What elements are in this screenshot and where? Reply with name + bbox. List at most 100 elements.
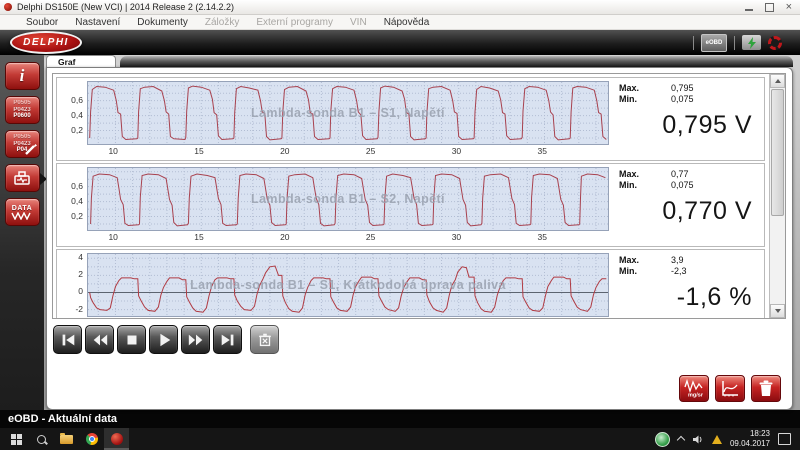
- y-axis: -2 0 2 4: [59, 252, 87, 317]
- skip-end-icon: [221, 334, 233, 345]
- y-tick-label: 4: [78, 252, 83, 263]
- status-text: eOBD - Aktuální data: [8, 413, 117, 425]
- tab-graf[interactable]: Graf: [46, 55, 116, 67]
- title-bar: Delphi DS150E (New VCI) | 2014 Release 2…: [0, 0, 800, 15]
- action-center-icon[interactable]: [778, 433, 791, 445]
- info-icon: i: [19, 66, 25, 85]
- chart-info: Max. 3,9 Min. -2,3 -1,6 %: [609, 253, 764, 318]
- taskbar-search-button[interactable]: [29, 428, 54, 450]
- pencil-icon: [24, 144, 37, 155]
- vertical-scrollbar[interactable]: [769, 74, 785, 318]
- chart-plot: Lambda-sonda B1 – S1, Napětí: [87, 81, 609, 145]
- close-icon[interactable]: ×: [785, 0, 792, 13]
- menu-nastaveni[interactable]: Nastavení: [75, 16, 121, 28]
- current-value: 0,770 V: [662, 196, 752, 225]
- menu-vin: VIN: [350, 16, 367, 28]
- x-axis: 10 15 20 25 30 35: [87, 231, 607, 244]
- graph-icon: [722, 381, 738, 397]
- vci-status-icon[interactable]: [768, 35, 782, 50]
- scroll-up-icon[interactable]: [770, 74, 785, 88]
- signals-icon: mg/sr: [684, 379, 704, 398]
- chrome-button[interactable]: [79, 428, 104, 450]
- play-icon: [159, 333, 170, 346]
- file-explorer-button[interactable]: [54, 428, 79, 450]
- brand-header: DELPHI eOBD: [0, 30, 800, 55]
- action-buttons: mg/sr: [679, 375, 781, 402]
- start-button[interactable]: [4, 428, 29, 450]
- menu-dokumenty[interactable]: Dokumenty: [137, 16, 188, 28]
- live-data-icon: DATA: [11, 205, 33, 220]
- chart-plot: Lambda-sonda B1 – S1, Krátkodobá úprava …: [87, 253, 609, 317]
- graph-view-button[interactable]: [715, 375, 745, 402]
- chart-info: Max. 0,795 Min. 0,075 0,795 V: [609, 81, 764, 160]
- waveform: [90, 173, 606, 227]
- x-tick-label: 10: [108, 318, 117, 319]
- status-bar: eOBD - Aktuální data: [0, 410, 800, 428]
- chrome-icon: [85, 433, 98, 445]
- play-button[interactable]: [149, 325, 178, 354]
- eobd-protocol-icon[interactable]: eOBD: [701, 33, 727, 52]
- y-tick-label: 0,2: [71, 124, 83, 135]
- chart-panel-s2-voltage: 0,2 0,4 0,6 Lambda-sonda B1 – S2, Napětí 1…: [56, 163, 765, 247]
- notification-warning-icon[interactable]: [711, 434, 722, 444]
- app-icon: [4, 3, 12, 11]
- y-axis: 0,2 0,4 0,6: [59, 167, 87, 231]
- delete-button[interactable]: [751, 375, 781, 402]
- rewind-button[interactable]: [85, 325, 114, 354]
- folder-icon: [60, 432, 73, 444]
- x-tick-label: 10: [108, 146, 118, 156]
- main-area: i P0505 P0423 P0600 P0505 P0423 P04: [0, 55, 800, 410]
- live-data-button[interactable]: DATA: [4, 198, 40, 226]
- rewind-icon: [93, 334, 107, 345]
- info-button[interactable]: i: [4, 62, 40, 90]
- delphi-app-button[interactable]: [104, 428, 129, 450]
- clock-time: 18:23: [749, 429, 770, 438]
- scrollbar-thumb[interactable]: [771, 89, 784, 217]
- taskbar-clock[interactable]: 18:23 09.04.2017: [730, 429, 770, 449]
- read-dtc-icon: P0505 P0423 P0600: [13, 100, 31, 120]
- erase-dtc-icon: P0505 P0423 P04: [13, 134, 31, 154]
- min-value: 0,075: [671, 180, 694, 191]
- menu-soubor[interactable]: Soubor: [26, 16, 59, 28]
- skip-start-button[interactable]: [53, 325, 82, 354]
- vci-tray-icon[interactable]: [654, 431, 670, 447]
- x-tick-label: 30: [451, 146, 462, 156]
- speaker-icon[interactable]: [692, 434, 704, 445]
- x-tick-label: 25: [365, 232, 376, 242]
- current-value: -1,6 %: [676, 282, 752, 311]
- erase-dtc-button[interactable]: P0505 P0423 P04: [4, 130, 40, 158]
- y-tick-label: 2: [78, 269, 83, 280]
- waveform: [89, 85, 607, 141]
- chart-watermark: Lambda-sonda B1 – S1, Napětí: [251, 106, 445, 120]
- x-axis: 10 15 20 25 30 35: [87, 317, 607, 319]
- live-data-list-button[interactable]: mg/sr: [679, 375, 709, 402]
- menu-externi-programy: Externí programy: [256, 16, 334, 28]
- x-tick-label: 30: [452, 318, 461, 319]
- min-value: -2,3: [671, 266, 687, 277]
- y-tick-label: -2: [75, 303, 83, 314]
- discard-recording-button[interactable]: [250, 325, 279, 354]
- system-tray: 18:23 09.04.2017: [654, 429, 796, 449]
- scroll-down-icon[interactable]: [770, 304, 785, 318]
- connection-icon[interactable]: [742, 35, 761, 50]
- minimize-icon[interactable]: [744, 4, 753, 11]
- fast-forward-icon: [188, 334, 202, 345]
- tray-expand-icon[interactable]: [676, 435, 686, 445]
- maximize-icon[interactable]: [764, 2, 774, 12]
- stop-button[interactable]: [117, 325, 146, 354]
- fast-forward-button[interactable]: [181, 325, 210, 354]
- x-tick-label: 20: [280, 146, 290, 156]
- max-value: 3,9: [671, 255, 684, 265]
- live-graph-button[interactable]: [4, 164, 47, 192]
- scrollbar-track[interactable]: [770, 88, 785, 304]
- y-tick-label: 0,4: [71, 195, 83, 206]
- graph-panel: 0,2 0,4 0,6 Lambda-sonda B1 – S1, Napětí 1…: [46, 67, 793, 410]
- read-dtc-button[interactable]: P0505 P0423 P0600: [4, 96, 40, 124]
- menu-zalozky: Záložky: [204, 16, 240, 28]
- windows-logo-icon: [11, 433, 22, 445]
- chart-panel-s1-voltage: 0,2 0,4 0,6 Lambda-sonda B1 – S1, Napětí 1…: [56, 77, 765, 161]
- skip-end-button[interactable]: [213, 325, 242, 354]
- menu-napoveda[interactable]: Nápověda: [383, 16, 430, 28]
- max-label: Max.: [619, 83, 640, 93]
